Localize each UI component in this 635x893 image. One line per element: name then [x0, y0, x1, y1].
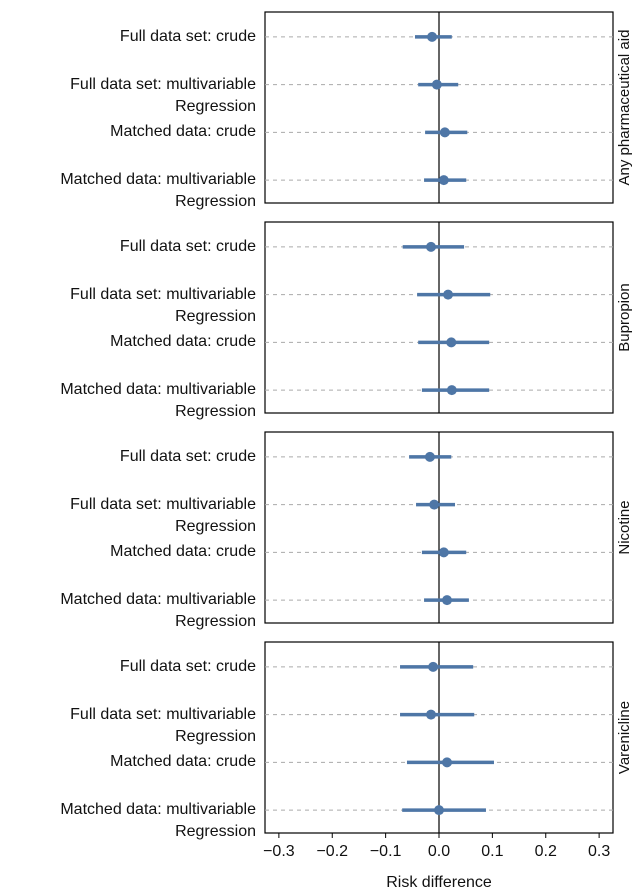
row-label: Matched data: crude [110, 333, 256, 351]
x-tick-label: 0.1 [481, 843, 503, 860]
row-label: Matched data: crude [110, 543, 256, 561]
panel-label: Varenicline [616, 701, 633, 774]
row-label: Full data set: crude [119, 27, 256, 45]
panel-label: Bupropion [616, 283, 633, 351]
row-label: Full data set: multivariable Regression [70, 285, 256, 325]
point-estimate [446, 337, 457, 348]
row-label: Full data set: crude [119, 237, 256, 255]
row-label: Matched data: multivariable Regression [60, 171, 256, 211]
row-label: Full data set: multivariable Regression [70, 75, 256, 115]
x-tick-label: 0.2 [535, 843, 557, 860]
point-estimate [439, 127, 450, 138]
point-estimate [431, 79, 442, 90]
row-label: Full data set: crude [119, 657, 256, 675]
row-label: Matched data: crude [110, 123, 256, 141]
point-estimate [442, 595, 453, 606]
panel-label: Any pharmaceutical aid [616, 30, 633, 186]
point-estimate [438, 175, 449, 186]
x-tick-label: 0.3 [588, 843, 610, 860]
point-estimate [425, 709, 436, 720]
row-label: Matched data: multivariable Regression [60, 591, 256, 631]
point-estimate [429, 499, 440, 510]
x-tick-label: −0.3 [263, 843, 295, 860]
row-label: Matched data: multivariable Regression [60, 801, 256, 841]
point-estimate [434, 805, 444, 816]
x-tick-label: 0.0 [428, 843, 450, 860]
row-label: Matched data: multivariable Regression [60, 381, 256, 421]
point-estimate [442, 757, 453, 768]
x-tick-label: −0.1 [370, 843, 402, 860]
row-label: Matched data: crude [110, 753, 256, 771]
panel-label: Nicotine [616, 500, 633, 554]
row-label: Full data set: multivariable Regression [70, 495, 256, 535]
row-label: Full data set: multivariable Regression [70, 705, 256, 745]
point-estimate [438, 547, 449, 558]
point-estimate [446, 385, 457, 396]
point-estimate [424, 451, 435, 462]
point-estimate [428, 661, 439, 672]
x-tick-label: −0.2 [316, 843, 348, 860]
point-estimate [443, 289, 454, 300]
x-axis-label: Risk difference [386, 874, 492, 891]
point-estimate [425, 241, 436, 252]
row-label: Full data set: crude [119, 447, 256, 465]
point-estimate [427, 31, 438, 42]
